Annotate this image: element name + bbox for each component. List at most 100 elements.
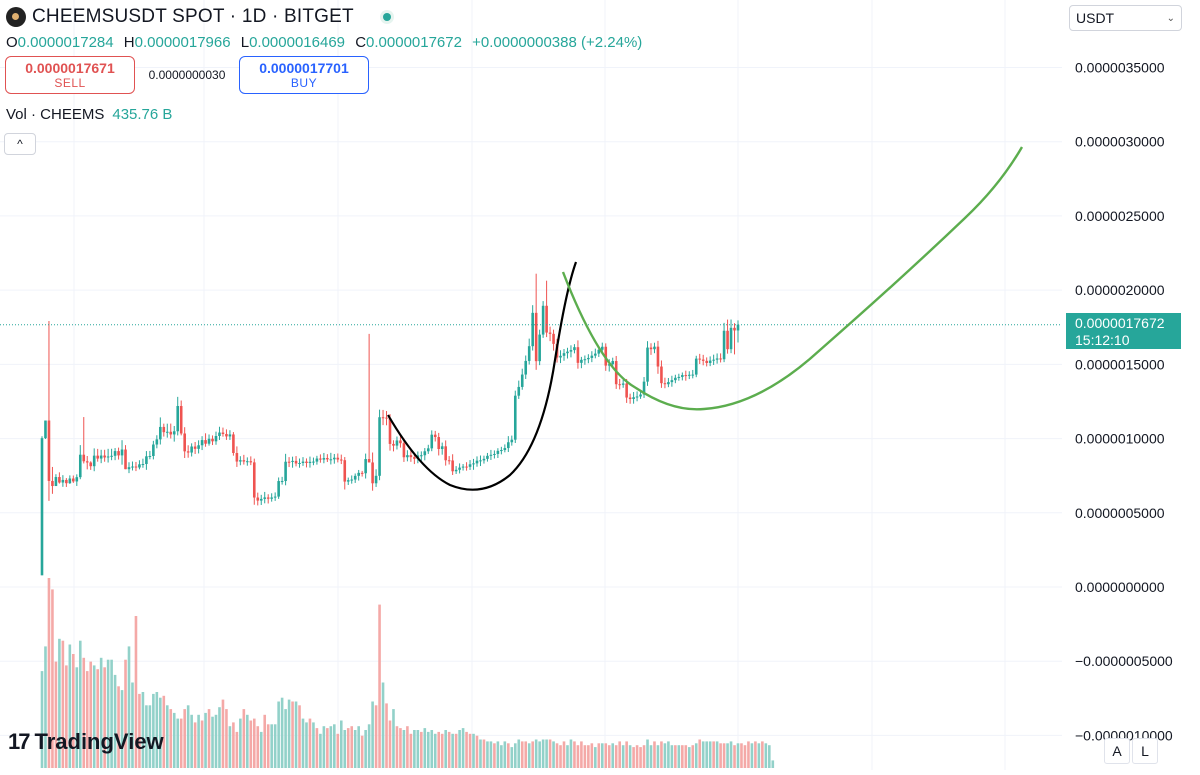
- buy-button[interactable]: 0.0000017701 BUY: [239, 56, 369, 94]
- volume-bar: [106, 659, 110, 768]
- volume-bar: [754, 741, 757, 768]
- volume-bar: [350, 726, 354, 768]
- candle-body: [698, 358, 702, 360]
- log-scale-button[interactable]: L: [1132, 738, 1158, 764]
- candle-body: [190, 446, 193, 453]
- candle-body: [256, 497, 260, 501]
- volume-bar: [176, 718, 180, 768]
- volume-bar: [649, 745, 653, 768]
- volume-bar: [329, 726, 333, 768]
- volume-bar: [364, 730, 367, 768]
- market-status-icon[interactable]: [379, 10, 394, 24]
- candle-body: [562, 353, 566, 356]
- volume-bar: [733, 745, 736, 768]
- candle-body: [482, 458, 486, 461]
- volume-bar: [691, 745, 695, 768]
- volume-bar: [204, 712, 207, 768]
- candle-body: [145, 456, 148, 465]
- volume-legend: Vol · CHEEMS 435.76 B: [6, 106, 172, 123]
- candle-body: [204, 440, 207, 444]
- last-price-value: 0.0000017672: [1075, 315, 1165, 331]
- low-label: L: [240, 34, 250, 51]
- candle-body: [510, 439, 514, 443]
- volume-bar: [228, 726, 232, 768]
- volume-bar: [225, 709, 228, 768]
- last-price-tag: 0.0000017672 15:12:10: [1066, 313, 1181, 349]
- volume-bar: [246, 714, 249, 768]
- candle-body: [472, 463, 475, 465]
- candle-body: [228, 434, 232, 437]
- candle-body: [479, 460, 482, 462]
- candle-body: [430, 434, 434, 449]
- volume-bar: [249, 720, 253, 768]
- candle-body: [642, 381, 646, 395]
- volume-bar: [162, 695, 166, 768]
- candle-body: [694, 358, 698, 375]
- candle-body: [538, 334, 541, 362]
- candle-body: [667, 382, 670, 385]
- symbol-title[interactable]: CHEEMSUSDT SPOT · 1D · BITGET: [32, 6, 354, 27]
- candle-body: [722, 330, 726, 360]
- candle-body: [541, 305, 545, 335]
- candle-body: [44, 420, 47, 439]
- volume-bar: [287, 699, 291, 768]
- collapse-legend-button[interactable]: ^: [4, 133, 36, 155]
- auto-scale-button[interactable]: A: [1104, 738, 1130, 764]
- volume-bar: [96, 669, 99, 768]
- low-value: 0.0000016469: [249, 34, 346, 51]
- volume-bar: [708, 741, 712, 768]
- currency-select[interactable]: USDT ⌄: [1069, 5, 1182, 31]
- candle-body: [353, 475, 357, 480]
- volume-bar: [235, 731, 239, 768]
- volume-bar: [99, 657, 103, 768]
- volume-bar: [635, 745, 639, 768]
- volume-bar: [562, 741, 566, 768]
- volume-bar: [193, 722, 197, 768]
- candle-body: [569, 350, 573, 352]
- candle-body: [399, 440, 402, 444]
- candle-body: [493, 453, 496, 455]
- tradingview-wordmark: TradingView: [34, 729, 164, 754]
- candle-body: [656, 346, 660, 367]
- candle-body: [99, 455, 103, 459]
- volume-bar: [715, 741, 719, 768]
- volume-bar: [507, 743, 510, 768]
- volume-bar: [426, 731, 430, 768]
- candle-body: [305, 461, 308, 463]
- volume-bar: [256, 726, 260, 768]
- volume-bar: [621, 745, 625, 768]
- candle-body: [423, 451, 427, 456]
- volume-bar: [120, 690, 124, 768]
- volume-bar: [420, 731, 423, 768]
- candle-body: [315, 458, 319, 462]
- candle-body: [232, 434, 235, 453]
- volume-bar: [614, 745, 618, 768]
- candle-body: [639, 394, 642, 397]
- volume-bar: [670, 745, 674, 768]
- volume-bar: [656, 745, 660, 768]
- candle-body: [277, 481, 280, 497]
- volume-bar: [698, 739, 702, 768]
- candle-body: [169, 431, 173, 435]
- candle-body: [96, 455, 99, 459]
- candle-body: [670, 380, 674, 383]
- candle-body: [117, 451, 120, 456]
- candle-body: [691, 374, 695, 376]
- candle-body: [172, 431, 176, 435]
- volume-bar: [479, 739, 482, 768]
- sell-button[interactable]: 0.0000017671 SELL: [5, 56, 135, 94]
- volume-bar: [402, 730, 406, 768]
- tradingview-logo[interactable]: 17 TradingView: [8, 729, 164, 755]
- volume-bar: [44, 646, 47, 768]
- volume-bar: [674, 745, 677, 768]
- volume-bar: [555, 743, 559, 768]
- volume-bar: [152, 693, 155, 768]
- candle-body: [715, 358, 719, 360]
- volume-bar: [583, 745, 587, 768]
- volume-bar: [510, 747, 514, 768]
- candle-body: [246, 461, 249, 463]
- volume-bar: [388, 720, 392, 768]
- volume-bar: [113, 674, 117, 768]
- price-axis[interactable]: 0.0000035000 0.0000030000 0.0000025000 0.00…: [1075, 59, 1173, 743]
